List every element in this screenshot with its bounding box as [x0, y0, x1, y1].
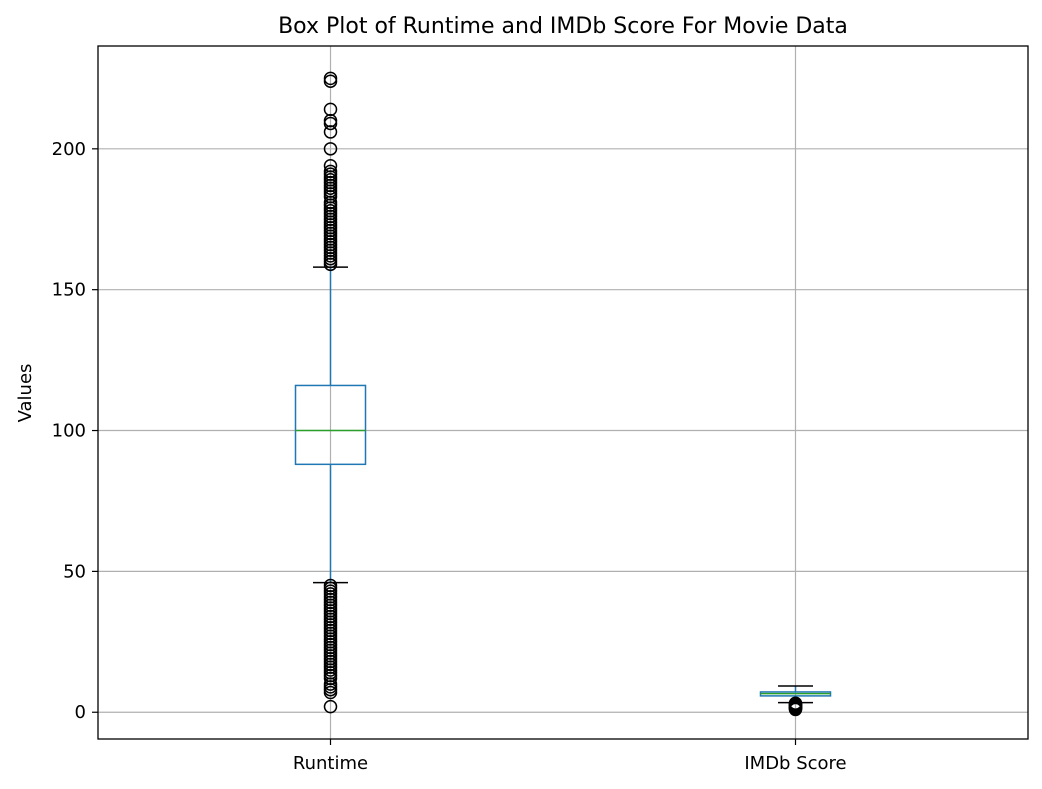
outlier-point [323, 142, 338, 156]
y-tick-label: 0 [75, 702, 86, 723]
outlier-point [323, 578, 338, 593]
iqr-box [294, 384, 367, 466]
box-runtime [294, 71, 367, 714]
y-tick-label: 50 [63, 561, 86, 582]
outlier-point [323, 158, 338, 173]
outlier-point [323, 699, 338, 714]
grid-layer [98, 46, 1028, 739]
x-tick-label: Runtime [293, 753, 368, 774]
y-tick-label: 150 [52, 280, 86, 301]
outlier-point [323, 102, 338, 117]
plot-frame [97, 45, 1029, 740]
y-tick-label: 100 [52, 421, 86, 442]
box-imdb-score [759, 685, 832, 717]
x-tick-label: IMDb Score [744, 753, 846, 774]
plot-layer [294, 71, 832, 717]
outlier-point [323, 71, 338, 86]
axis-layer: 0 50 100 150 200 Runtime IMDb Score [52, 139, 847, 774]
outlier-point [788, 696, 803, 710]
y-axis-label: Values [15, 364, 36, 423]
chart-title: Box Plot of Runtime and IMDb Score For M… [278, 14, 848, 39]
y-tick-label: 200 [52, 139, 86, 160]
outlier-point [323, 164, 338, 179]
